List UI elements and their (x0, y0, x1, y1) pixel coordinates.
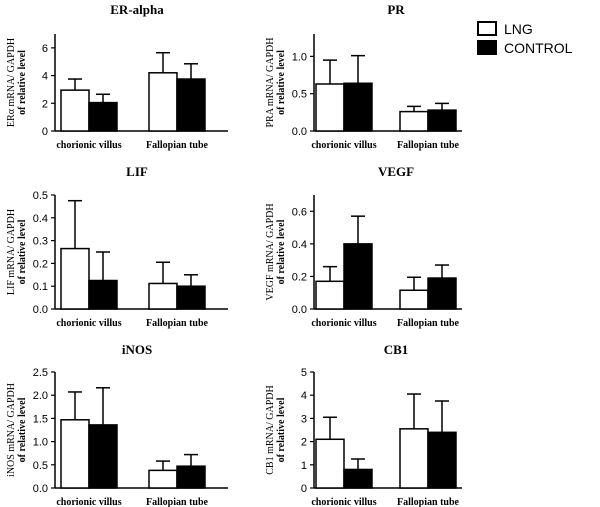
y-axis-label-sub: of relative level (276, 397, 287, 462)
x-category-label: Fallopian tube (397, 318, 460, 329)
bar-control-chorionic-villus (343, 243, 373, 310)
y-tick-label: 0.5 (33, 460, 48, 472)
y-tick-label: 0.1 (33, 281, 48, 293)
y-tick-label: 0.0 (292, 126, 307, 138)
y-tick-label: 0.5 (292, 89, 307, 101)
y-tick-label: 0.4 (292, 239, 307, 251)
bar-control-fallopian-tube (176, 285, 206, 310)
y-tick-label: 1 (301, 460, 307, 472)
y-axis-label-sub: of relative level (17, 50, 28, 115)
chart-title: VEGF (378, 164, 414, 179)
bar-control-fallopian-tube (427, 109, 457, 132)
y-tick-label: 1.0 (292, 51, 307, 63)
x-category-label: Fallopian tube (397, 497, 460, 507)
chart-title: ER-alpha (110, 2, 164, 17)
y-tick-label: 0.0 (33, 304, 48, 316)
bar-lng-fallopian-tube (399, 110, 429, 132)
y-axis-label-sub: of relative level (276, 50, 287, 115)
y-axis-label-sub: of relative level (17, 397, 28, 462)
bar-lng-chorionic-villus (60, 89, 90, 132)
y-tick-label: 0.2 (292, 271, 307, 283)
x-category-label: Fallopian tube (146, 140, 209, 151)
chart-panel-lif: LIF LIF mRNA/ GAPDH of relative level 0.0 0.… (6, 164, 228, 329)
bar-control-fallopian-tube (427, 277, 457, 310)
bar-control-chorionic-villus (88, 101, 118, 132)
y-tick-label: 1.0 (33, 437, 48, 449)
bar-lng-fallopian-tube (148, 282, 178, 310)
y-axis-label: VEGF mRNA/ GAPDH (265, 203, 276, 300)
y-tick-label: 0.6 (292, 206, 307, 218)
x-category-label: chorionic villus (56, 497, 121, 507)
chart-title: iNOS (122, 342, 152, 357)
legend-swatch-lng (477, 21, 497, 36)
y-tick-label: 3 (301, 413, 307, 425)
x-category-label: Fallopian tube (397, 140, 460, 151)
y-tick-label: 2 (301, 437, 307, 449)
chart-panel-er-alpha: ER-alpha ERα mRNA/ GAPDH of relative level… (6, 2, 228, 151)
bar-control-fallopian-tube (427, 431, 457, 489)
legend-label-control: CONTROL (504, 40, 573, 56)
y-tick-label: 0.0 (33, 483, 48, 495)
bar-lng-chorionic-villus (60, 419, 90, 489)
bar-control-chorionic-villus (88, 279, 118, 310)
bar-control-chorionic-villus (343, 82, 373, 132)
chart-panel-pr: PR PRA mRNA/ GAPDH of relative level 0.0 0.5… (265, 2, 462, 151)
y-tick-label: 2.5 (33, 367, 48, 379)
y-tick-label: 4 (301, 390, 307, 402)
y-tick-label: 6 (42, 43, 48, 55)
y-axis-label: LIF mRNA/ GAPDH (6, 209, 17, 295)
y-axis-label: ERα mRNA/ GAPDH (6, 38, 17, 127)
bar-control-chorionic-villus (88, 424, 118, 489)
y-tick-label: 1.5 (33, 413, 48, 425)
y-tick-label: 0.3 (33, 236, 48, 248)
legend: LNG CONTROL (477, 21, 573, 56)
y-tick-label: 0 (42, 126, 48, 138)
y-tick-label: 0.4 (33, 213, 48, 225)
x-category-label: chorionic villus (56, 140, 121, 151)
chart-title: LIF (126, 164, 148, 179)
y-tick-label: 2.0 (33, 390, 48, 402)
chart-title: PR (387, 2, 405, 17)
bar-lng-chorionic-villus (315, 83, 345, 132)
y-axis-label: CB1 mRNA/ GAPDH (265, 385, 276, 474)
bar-control-fallopian-tube (176, 465, 206, 489)
x-category-label: Fallopian tube (146, 318, 209, 329)
bar-lng-fallopian-tube (148, 469, 178, 489)
x-category-label: chorionic villus (311, 140, 376, 151)
legend-label-lng: LNG (504, 21, 533, 37)
y-tick-label: 5 (301, 367, 307, 379)
bar-lng-fallopian-tube (148, 72, 178, 132)
y-axis-label-sub: of relative level (17, 219, 28, 284)
chart-panel-cb1: CB1 CB1 mRNA/ GAPDH of relative level 0 1 2 3 4… (265, 342, 462, 507)
bar-lng-fallopian-tube (399, 289, 429, 310)
y-axis-label: PRA mRNA/ GAPDH (265, 37, 276, 127)
bar-lng-chorionic-villus (315, 438, 345, 489)
y-tick-label: 0.5 (33, 190, 48, 202)
y-axis-label-sub: of relative level (276, 219, 287, 284)
y-tick-label: 0 (301, 483, 307, 495)
bar-control-chorionic-villus (343, 468, 373, 489)
y-tick-label: 0.0 (292, 304, 307, 316)
y-tick-label: 4 (42, 71, 48, 83)
legend-swatch-control (477, 40, 497, 55)
y-tick-label: 0.2 (33, 258, 48, 270)
x-category-label: chorionic villus (56, 318, 121, 329)
chart-title: CB1 (384, 342, 409, 357)
bar-lng-chorionic-villus (60, 247, 90, 310)
bar-control-fallopian-tube (176, 78, 206, 132)
y-axis-label: iNOS mRNA/ GAPDH (6, 383, 17, 477)
chart-panel-vegf: VEGF VEGF mRNA/ GAPDH of relative level 0.0… (265, 164, 462, 329)
bar-lng-chorionic-villus (315, 280, 345, 310)
x-category-label: chorionic villus (311, 318, 376, 329)
bar-lng-fallopian-tube (399, 428, 429, 489)
y-tick-label: 2 (42, 98, 48, 110)
x-category-label: Fallopian tube (146, 497, 209, 507)
x-category-label: chorionic villus (311, 497, 376, 507)
chart-panel-inos: iNOS iNOS mRNA/ GAPDH of relative level 0.0… (6, 342, 228, 507)
